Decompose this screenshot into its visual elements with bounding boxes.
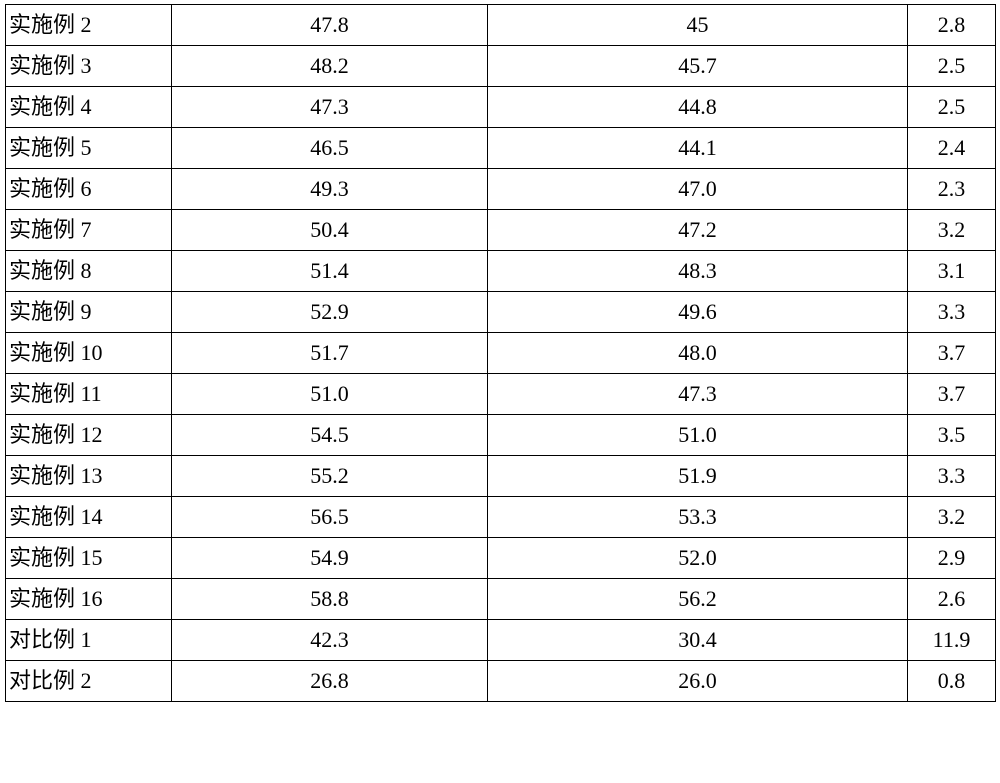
row-value-1: 46.5 [172,128,488,169]
row-value-2: 52.0 [488,538,908,579]
table-row: 实施例 750.447.23.2 [6,210,996,251]
row-value-1: 49.3 [172,169,488,210]
row-value-2: 47.2 [488,210,908,251]
row-value-3: 2.9 [908,538,996,579]
row-value-3: 11.9 [908,620,996,661]
row-value-3: 2.3 [908,169,996,210]
row-value-2: 48.3 [488,251,908,292]
row-label: 实施例 2 [6,5,172,46]
row-label: 实施例 14 [6,497,172,538]
row-label: 实施例 15 [6,538,172,579]
row-value-2: 45.7 [488,46,908,87]
row-label: 实施例 16 [6,579,172,620]
row-label: 实施例 8 [6,251,172,292]
row-value-1: 48.2 [172,46,488,87]
row-label: 实施例 4 [6,87,172,128]
row-value-1: 51.7 [172,333,488,374]
row-label: 实施例 12 [6,415,172,456]
row-label: 对比例 1 [6,620,172,661]
row-label: 实施例 10 [6,333,172,374]
row-value-3: 2.4 [908,128,996,169]
row-label: 实施例 11 [6,374,172,415]
table-container: 实施例 247.8452.8实施例 348.245.72.5实施例 447.34… [5,4,995,702]
row-value-1: 51.0 [172,374,488,415]
row-value-1: 47.8 [172,5,488,46]
row-value-2: 51.9 [488,456,908,497]
row-value-2: 44.8 [488,87,908,128]
row-label: 实施例 9 [6,292,172,333]
row-value-3: 3.2 [908,497,996,538]
table-row: 实施例 1254.551.03.5 [6,415,996,456]
row-value-3: 2.6 [908,579,996,620]
row-value-2: 51.0 [488,415,908,456]
row-value-1: 47.3 [172,87,488,128]
table-body: 实施例 247.8452.8实施例 348.245.72.5实施例 447.34… [6,5,996,702]
row-value-3: 3.5 [908,415,996,456]
data-table: 实施例 247.8452.8实施例 348.245.72.5实施例 447.34… [5,4,996,702]
row-label: 实施例 3 [6,46,172,87]
row-label: 实施例 5 [6,128,172,169]
row-value-1: 51.4 [172,251,488,292]
row-value-2: 53.3 [488,497,908,538]
row-value-1: 26.8 [172,661,488,702]
row-value-3: 0.8 [908,661,996,702]
row-value-1: 56.5 [172,497,488,538]
table-row: 实施例 851.448.33.1 [6,251,996,292]
row-value-1: 58.8 [172,579,488,620]
row-value-2: 48.0 [488,333,908,374]
row-value-3: 3.7 [908,333,996,374]
table-row: 对比例 142.330.411.9 [6,620,996,661]
row-label: 实施例 7 [6,210,172,251]
table-row: 对比例 226.826.00.8 [6,661,996,702]
row-value-3: 3.2 [908,210,996,251]
table-row: 实施例 1355.251.93.3 [6,456,996,497]
row-value-3: 3.7 [908,374,996,415]
row-value-3: 3.3 [908,292,996,333]
table-row: 实施例 1151.047.33.7 [6,374,996,415]
row-value-1: 50.4 [172,210,488,251]
table-row: 实施例 247.8452.8 [6,5,996,46]
row-value-2: 45 [488,5,908,46]
row-value-2: 47.3 [488,374,908,415]
row-value-2: 56.2 [488,579,908,620]
table-row: 实施例 447.344.82.5 [6,87,996,128]
row-value-2: 30.4 [488,620,908,661]
row-value-1: 55.2 [172,456,488,497]
row-label: 对比例 2 [6,661,172,702]
row-value-3: 2.5 [908,87,996,128]
row-label: 实施例 6 [6,169,172,210]
row-value-2: 44.1 [488,128,908,169]
row-value-2: 26.0 [488,661,908,702]
table-row: 实施例 1554.952.02.9 [6,538,996,579]
row-value-3: 3.1 [908,251,996,292]
table-row: 实施例 649.347.02.3 [6,169,996,210]
table-row: 实施例 546.544.12.4 [6,128,996,169]
row-value-2: 49.6 [488,292,908,333]
row-value-3: 2.5 [908,46,996,87]
row-value-1: 52.9 [172,292,488,333]
table-row: 实施例 1658.856.22.6 [6,579,996,620]
table-row: 实施例 1456.553.33.2 [6,497,996,538]
row-value-3: 2.8 [908,5,996,46]
table-row: 实施例 1051.748.03.7 [6,333,996,374]
table-row: 实施例 348.245.72.5 [6,46,996,87]
row-value-2: 47.0 [488,169,908,210]
row-label: 实施例 13 [6,456,172,497]
row-value-3: 3.3 [908,456,996,497]
table-row: 实施例 952.949.63.3 [6,292,996,333]
row-value-1: 42.3 [172,620,488,661]
row-value-1: 54.5 [172,415,488,456]
row-value-1: 54.9 [172,538,488,579]
